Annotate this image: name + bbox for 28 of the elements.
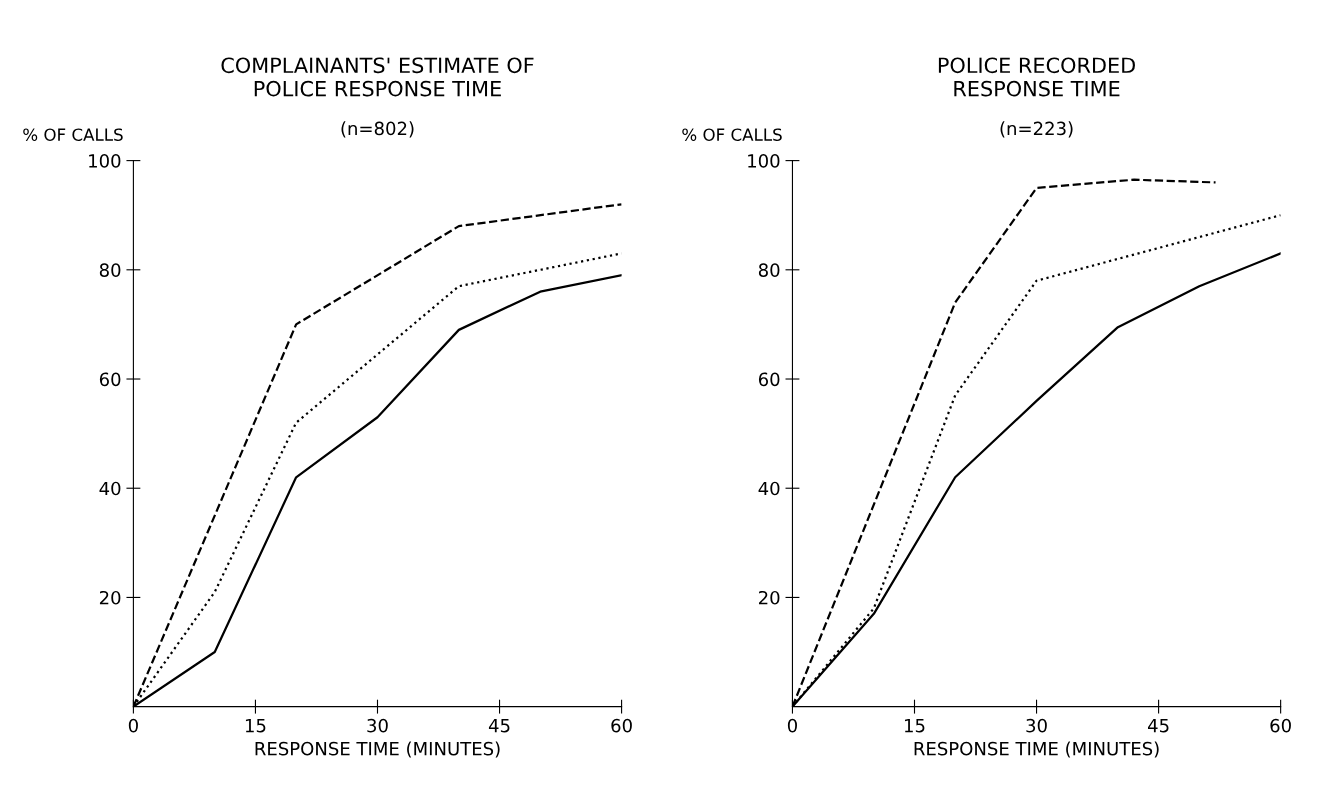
y-tick-label: 20: [758, 590, 780, 605]
x-tick-label: 60: [1270, 718, 1291, 733]
x-axis-title: RESPONSE TIME (MINUTES): [914, 741, 1159, 758]
x-tick-label: 30: [1026, 718, 1047, 733]
x-tick-label: 45: [488, 719, 510, 733]
chart-title: POLICE RECORDED RESPONSE TIME: [938, 57, 1135, 97]
y-tick-label: 100: [89, 154, 121, 168]
x-axis-title: RESPONSE TIME (MINUTES): [255, 741, 500, 758]
x-tick-label: 15: [245, 719, 266, 733]
y-axis-title: % OF CALLS: [23, 128, 123, 141]
y-tick-label: 100: [748, 154, 780, 168]
y-tick-label: 80: [99, 263, 121, 277]
x-tick-label: 0: [128, 718, 138, 733]
y-tick-label: 20: [99, 590, 121, 605]
chart-subtitle: (n=802): [341, 121, 414, 138]
y-tick-label: 60: [99, 372, 121, 387]
y-tick-label: 60: [758, 372, 780, 387]
y-axis-title: % OF CALLS: [682, 128, 782, 141]
y-tick-label: 80: [758, 263, 780, 277]
chart-subtitle: (n=223): [1000, 121, 1073, 138]
x-tick-label: 45: [1147, 719, 1169, 733]
y-tick-label: 40: [758, 481, 780, 496]
x-tick-label: 0: [787, 718, 797, 733]
x-tick-label: 60: [611, 718, 632, 733]
y-tick-label: 40: [99, 481, 121, 496]
chart-title: COMPLAINANTS' ESTIMATE OF POLICE RESPONSE TIME: [221, 57, 534, 97]
x-tick-label: 15: [905, 719, 925, 733]
x-tick-label: 30: [367, 718, 388, 733]
